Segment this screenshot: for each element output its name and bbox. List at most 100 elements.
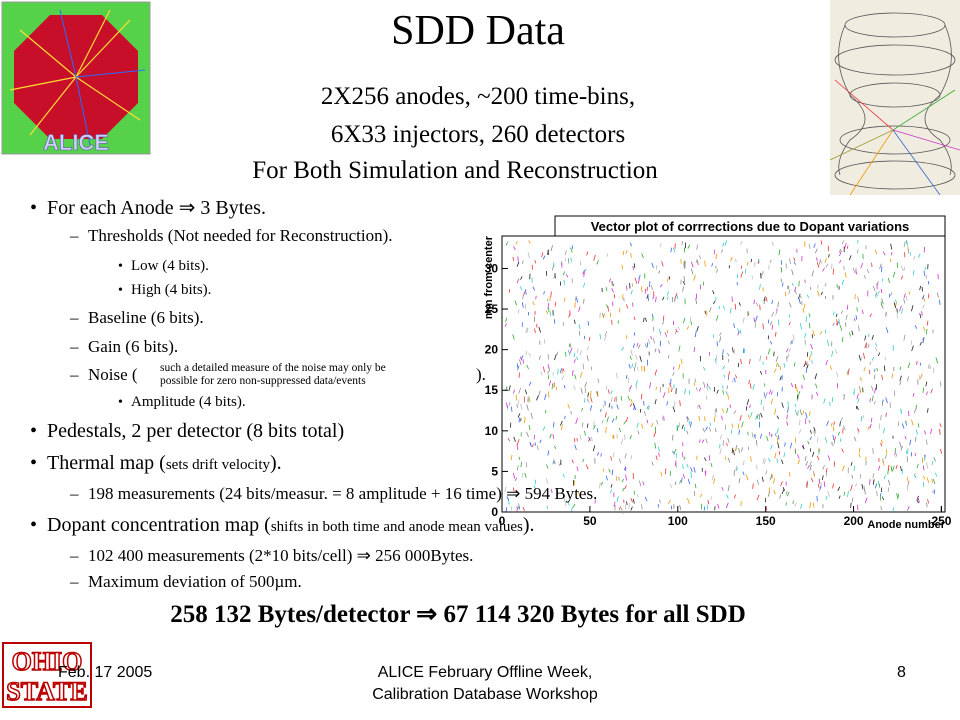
vector	[839, 421, 841, 427]
vector	[827, 455, 831, 461]
vector	[794, 403, 797, 408]
vector	[739, 415, 742, 421]
vector	[799, 429, 802, 434]
vector	[708, 427, 711, 432]
vector	[803, 362, 807, 368]
vector	[561, 375, 565, 381]
vector	[637, 278, 640, 284]
vector	[851, 497, 854, 503]
vector	[749, 404, 751, 408]
vector	[731, 378, 735, 383]
vector	[583, 335, 586, 340]
osu-text: OHIO	[12, 647, 83, 676]
vector	[763, 296, 766, 302]
vector	[773, 489, 776, 495]
detector-drawing	[829, 0, 960, 196]
vector	[781, 402, 784, 408]
vector	[610, 483, 613, 488]
vector	[560, 420, 563, 426]
vector	[513, 246, 516, 251]
vector	[804, 333, 807, 339]
vector	[811, 270, 814, 277]
vector	[577, 491, 581, 498]
vector	[531, 443, 534, 448]
vector	[552, 434, 555, 439]
bullet: •	[30, 514, 37, 536]
vector	[682, 280, 686, 286]
vector	[615, 415, 618, 421]
vector	[560, 424, 564, 431]
vector	[621, 264, 623, 270]
vector	[788, 289, 791, 295]
vector	[834, 349, 838, 354]
vector	[820, 240, 823, 245]
vector	[634, 277, 638, 284]
vector	[714, 358, 717, 364]
vector	[779, 376, 782, 381]
vector	[600, 453, 602, 457]
vector	[680, 359, 683, 364]
vector	[601, 312, 604, 317]
vector	[715, 428, 717, 433]
vector	[505, 317, 508, 323]
vector	[857, 398, 860, 403]
vector	[678, 345, 681, 352]
plot-title: Vector plot of corrrections due to Dopan…	[591, 219, 910, 234]
bullet: •	[30, 452, 37, 474]
vector	[907, 481, 910, 487]
vector	[921, 311, 923, 316]
vector	[760, 272, 762, 279]
vector	[760, 412, 763, 418]
vector	[638, 480, 642, 487]
vector	[806, 364, 809, 369]
vector	[832, 425, 835, 432]
vector	[704, 260, 706, 267]
vector	[524, 389, 528, 395]
vector	[554, 301, 557, 307]
vector	[630, 398, 633, 403]
vector	[749, 383, 752, 389]
vector	[657, 446, 660, 452]
vector	[538, 355, 541, 360]
vector	[643, 410, 646, 416]
vector	[589, 405, 593, 411]
vector	[767, 348, 771, 355]
vector	[857, 249, 859, 254]
vector	[587, 320, 590, 326]
vector	[760, 433, 763, 439]
vector	[610, 456, 612, 461]
vector	[716, 389, 719, 394]
vector	[785, 491, 788, 495]
vector	[771, 324, 773, 330]
vector	[652, 295, 655, 300]
vector	[702, 427, 706, 433]
bullet-list: • For each Anode ⇒ 3 Bytes. – Thresholds…	[30, 197, 597, 591]
vector	[885, 311, 888, 316]
vector	[809, 429, 812, 434]
vector	[893, 302, 897, 309]
text-part: shifts in both time and anode mean value…	[271, 519, 523, 535]
vector	[629, 434, 632, 440]
vector	[553, 319, 556, 324]
vector	[890, 292, 893, 296]
vector	[925, 439, 928, 445]
vector	[881, 374, 883, 380]
vector	[740, 271, 744, 278]
vector	[736, 282, 738, 286]
vector	[642, 481, 645, 486]
vector	[661, 415, 664, 421]
vector	[632, 265, 635, 271]
vector	[826, 467, 828, 473]
vector	[631, 302, 634, 307]
vector	[517, 399, 520, 406]
vector	[853, 465, 856, 471]
vector	[869, 423, 872, 429]
vector	[906, 476, 909, 483]
vector	[820, 291, 823, 296]
vector	[915, 429, 918, 435]
sub-bullet-text: Baseline (6 bits).	[88, 308, 204, 327]
vector	[871, 334, 874, 340]
vector	[770, 398, 773, 405]
vector	[563, 279, 565, 285]
vector	[735, 258, 737, 263]
